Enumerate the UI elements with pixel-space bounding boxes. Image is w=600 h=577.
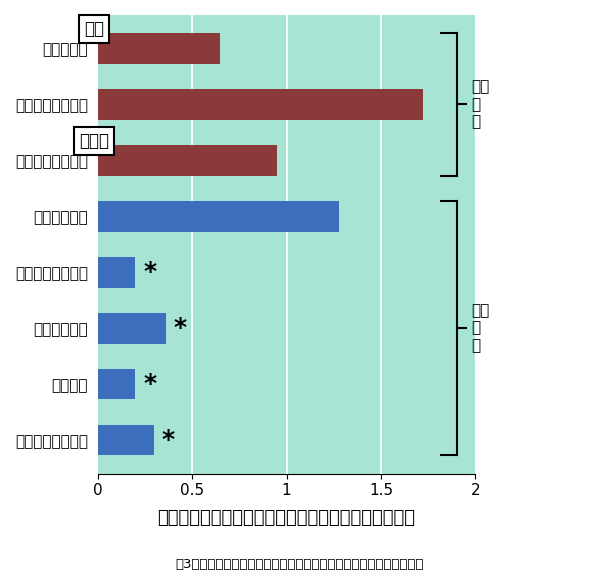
Bar xyxy=(98,425,154,455)
Text: *: * xyxy=(162,428,175,452)
Bar xyxy=(98,257,136,287)
Bar xyxy=(98,33,220,64)
Text: あぜ: あぜ xyxy=(84,20,104,38)
Text: *: * xyxy=(143,260,156,284)
X-axis label: コンクリート水路水田での現存量（土水路水田＝１）: コンクリート水路水田での現存量（土水路水田＝１） xyxy=(158,509,416,527)
Text: 図3：土水路の水田に対するコンクリート水路の水田での餓動物の量: 図3：土水路の水田に対するコンクリート水路の水田での餓動物の量 xyxy=(176,558,424,571)
Text: *: * xyxy=(143,372,156,396)
Bar xyxy=(98,313,166,343)
Bar xyxy=(98,89,422,120)
Bar xyxy=(98,369,136,399)
Text: *: * xyxy=(173,316,187,340)
Bar xyxy=(98,201,340,232)
Bar xyxy=(98,145,277,176)
Text: 水生
動
物: 水生 動 物 xyxy=(472,304,490,353)
Text: 陸生
動
物: 陸生 動 物 xyxy=(472,80,490,129)
Text: 水田内: 水田内 xyxy=(79,132,109,150)
